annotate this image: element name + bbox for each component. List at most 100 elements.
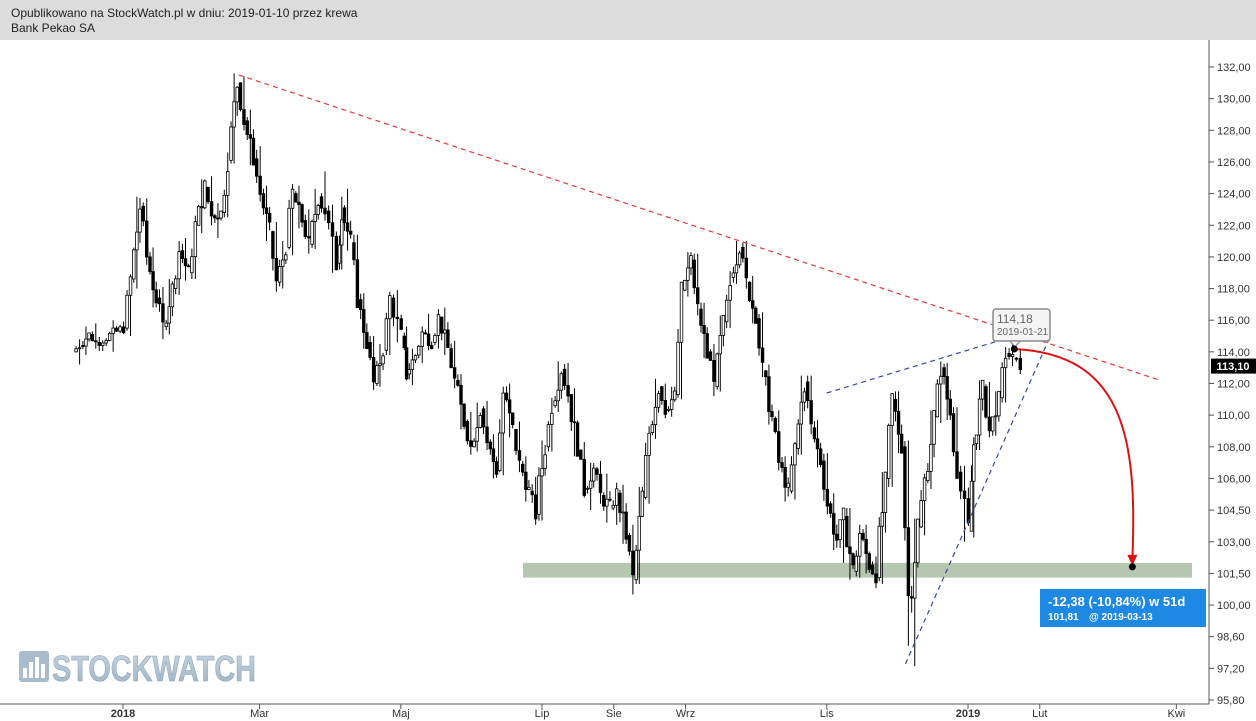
candle [799,375,804,455]
y-tick-label: 128,00 [1217,125,1251,137]
candle [462,403,466,430]
candle [718,315,722,392]
candle [319,193,324,213]
candle [74,346,78,353]
candle [705,327,709,359]
candle [734,241,739,284]
candle [469,411,473,455]
candle [686,252,690,297]
projection-target-price: 101,81 [1048,612,1079,623]
candle [527,480,531,491]
x-tick-label: Lip [535,708,550,720]
candle [679,281,684,400]
candle [316,203,320,220]
candle [274,222,279,292]
x-tick-label: Kwi [1167,708,1185,720]
candle [851,552,855,569]
candle [1014,357,1019,362]
candle [423,329,428,335]
projection-arrow [1010,345,1138,571]
candle [313,188,317,249]
candle [277,259,282,287]
y-tick-label: 98,60 [1217,632,1245,644]
candle [669,386,674,417]
bar-chart-logo-icon [19,651,49,682]
candle [673,386,677,402]
candle [426,313,431,351]
candle [530,484,534,503]
candle [352,234,356,266]
candle [793,442,797,500]
candle [906,440,911,646]
candle [994,391,998,436]
candle [822,453,826,501]
candle [456,374,460,387]
candle [683,279,687,292]
candle [579,449,583,460]
candle [209,176,214,226]
candle [556,361,560,412]
candle [87,332,91,342]
y-tick-label: 114,00 [1217,347,1250,359]
candle [465,419,470,445]
candles [74,73,1023,667]
candle [582,442,586,498]
candle [592,463,596,488]
candle [828,501,833,518]
candle [562,364,567,391]
candle [926,463,930,484]
candle [702,302,706,359]
candle [128,274,133,337]
candle [764,369,768,386]
candle [235,86,239,117]
x-tick-label: Sie [606,708,622,720]
candle [475,402,479,452]
candle [696,253,700,316]
candle [1018,348,1023,375]
candle [429,341,434,350]
candle [410,348,415,386]
y-tick-label: 124,00 [1217,189,1251,201]
projection-curve [1014,348,1135,559]
candle [984,384,988,419]
candle [330,204,335,273]
candle [880,472,885,584]
candle [436,309,441,349]
candle [595,466,599,481]
candle [540,440,544,521]
candle [919,489,923,528]
candle [692,253,696,295]
candle [951,407,956,457]
candle [97,337,101,352]
candle [345,188,350,251]
candle [767,364,771,425]
candle [216,203,220,238]
candle [777,410,781,471]
candle [796,419,800,455]
candle [251,129,256,166]
candle [388,291,392,356]
candle [757,313,761,356]
candle [754,306,758,324]
candle [955,407,959,479]
candle [300,203,304,228]
candle [200,179,204,234]
candle [84,326,88,356]
candle [399,314,403,331]
published-info: Opublikowano na StockWatch.pl w dniu: 20… [11,6,358,20]
candle [193,215,198,280]
candle [371,336,376,390]
candle [653,378,658,439]
candle [802,387,807,412]
channel-lower-line [904,338,1050,665]
candle [413,354,418,364]
candle [213,213,217,223]
candle [883,471,888,533]
candle [1000,362,1004,403]
y-tick-label: 108,00 [1217,442,1251,454]
candle [832,493,836,551]
candle [111,320,115,352]
candle [647,426,651,504]
channel-upper-line [826,335,1015,394]
